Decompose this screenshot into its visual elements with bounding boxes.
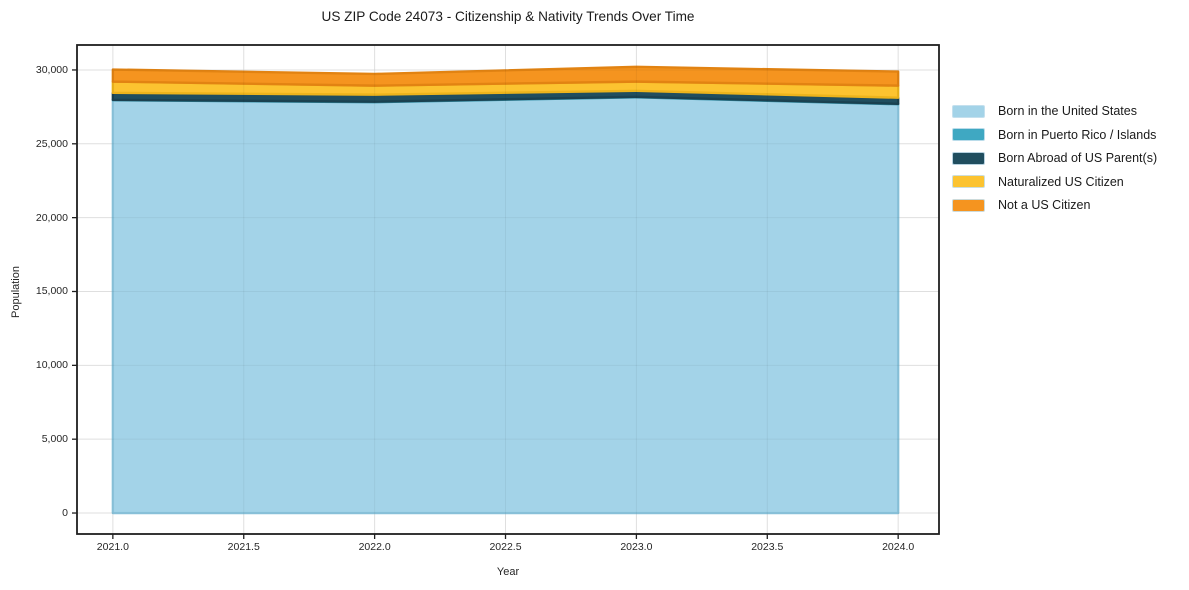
legend-item-naturalized: Naturalized US Citizen [952,175,1157,189]
legend-swatch [952,128,985,141]
legend-label: Born Abroad of US Parent(s) [998,151,1158,165]
chart-title: US ZIP Code 24073 - Citizenship & Nativi… [321,9,695,24]
legend: Born in the United States Born in Puerto… [952,104,1157,212]
legend-label: Naturalized US Citizen [998,174,1124,189]
legend-label: Born in Puerto Rico / Islands [998,127,1157,142]
legend-swatch [952,175,985,188]
legend-swatch [952,151,985,165]
legend-swatch [952,104,985,118]
legend-label: Not a US Citizen [998,198,1091,212]
legend-item-born-abroad: Born Abroad of US Parent(s) [952,151,1157,165]
legend-label: Born in the United States [998,104,1137,118]
legend-swatch [952,198,985,212]
legend-item-not-citizen: Not a US Citizen [952,198,1157,212]
legend-item-born-us: Born in the United States [952,104,1157,118]
x-axis-label: Year [496,566,520,578]
legend-item-born-pr: Born in Puerto Rico / Islands [952,128,1157,142]
